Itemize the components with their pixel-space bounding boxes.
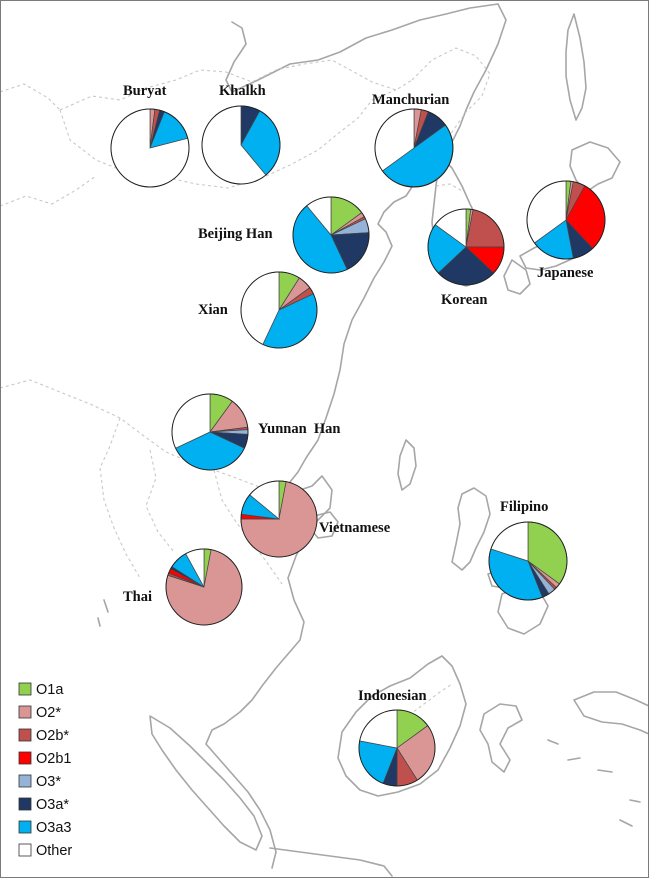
pie-slice-korean-o2b bbox=[465, 209, 505, 248]
legend-label-o3a: O3a* bbox=[36, 797, 69, 813]
legend-swatch-o2b bbox=[18, 728, 32, 742]
islands bbox=[97, 599, 641, 827]
label-japanese: Japanese bbox=[537, 265, 594, 281]
pie-buryat bbox=[110, 108, 190, 188]
legend-label-o3: O3* bbox=[36, 774, 61, 790]
pie-vietnamese bbox=[240, 480, 318, 558]
legend-label-o2: O2* bbox=[36, 705, 61, 721]
pie-outline-korean bbox=[427, 208, 505, 286]
pie-outline-filipino bbox=[488, 521, 568, 601]
pie-indonesian bbox=[358, 709, 436, 787]
label-buryat: Buryat bbox=[123, 83, 167, 99]
kyushu-coast bbox=[503, 259, 531, 295]
label-manchurian: Manchurian bbox=[372, 92, 449, 108]
borneo-border bbox=[391, 683, 453, 717]
pie-japanese bbox=[526, 180, 606, 260]
pie-outline-manchurian bbox=[374, 108, 454, 188]
pie-khalkh bbox=[201, 105, 281, 185]
sulawesi-coast bbox=[479, 703, 523, 773]
pie-outline-yunnan-han bbox=[171, 393, 249, 471]
pie-manchurian bbox=[374, 108, 454, 188]
pie-outline-buryat bbox=[110, 108, 190, 188]
pie-korean bbox=[427, 208, 505, 286]
sumatra-coast bbox=[149, 715, 263, 851]
label-korean: Korean bbox=[441, 292, 487, 308]
new-guinea-coast bbox=[573, 691, 649, 735]
population-labels: Buryat Khalkh Manchurian Beijing Han Kor… bbox=[123, 83, 594, 704]
legend-label-o2b: O2b* bbox=[36, 728, 69, 744]
pie-filipino bbox=[488, 521, 568, 601]
taiwan-coast bbox=[397, 439, 417, 491]
west-china-border bbox=[0, 83, 97, 207]
korea-coast bbox=[431, 155, 493, 287]
label-yunnan-han: Yunnan Han bbox=[258, 421, 341, 437]
korea-border bbox=[435, 183, 465, 193]
pie-outline-indonesian bbox=[358, 709, 436, 787]
legend-label-o1a: O1a bbox=[36, 682, 64, 698]
pie-thai bbox=[165, 548, 243, 626]
pie-beijing-han bbox=[292, 196, 370, 274]
pie-charts bbox=[110, 105, 606, 787]
legend-swatch-other bbox=[18, 843, 32, 857]
label-xian: Xian bbox=[198, 302, 228, 318]
legend-swatch-o3a3 bbox=[18, 820, 32, 834]
south-china-border bbox=[0, 379, 291, 489]
java-coast bbox=[269, 847, 393, 877]
legend-label-o3a3: O3a3 bbox=[36, 820, 71, 836]
hokkaido-coast bbox=[569, 141, 621, 193]
pie-outline-khalkh bbox=[201, 105, 281, 185]
legend-swatch-o1a bbox=[18, 682, 32, 696]
legend: O1a O2* O2b* O2b1 O3* O3a* O3a3 Other bbox=[18, 682, 72, 859]
indochina-border bbox=[99, 417, 283, 585]
label-vietnamese: Vietnamese bbox=[319, 520, 391, 536]
pie-outline-japanese bbox=[526, 180, 606, 260]
borneo-coast bbox=[337, 655, 467, 797]
legend-label-other: Other bbox=[36, 843, 72, 859]
pie-outline-thai bbox=[165, 548, 243, 626]
legend-label-o2b1: O2b1 bbox=[36, 751, 71, 767]
luzon-coast bbox=[451, 487, 491, 571]
legend-swatch-o2 bbox=[18, 705, 32, 719]
label-filipino: Filipino bbox=[500, 499, 548, 515]
pie-slice-indonesian-other bbox=[359, 709, 398, 749]
pie-yunnan-han bbox=[171, 393, 249, 471]
label-indonesian: Indonesian bbox=[358, 688, 427, 704]
legend-swatch-o2b1 bbox=[18, 751, 32, 765]
legend-swatch-o3 bbox=[18, 774, 32, 788]
pie-xian bbox=[240, 271, 318, 349]
sakhalin-coast bbox=[565, 13, 587, 121]
label-beijing-han: Beijing Han bbox=[198, 226, 273, 242]
legend-swatch-o3a bbox=[18, 797, 32, 811]
manchuria-border bbox=[411, 47, 491, 151]
pie-outline-beijing-han bbox=[292, 196, 370, 274]
label-thai: Thai bbox=[123, 589, 152, 605]
pie-outline-vietnamese bbox=[240, 480, 318, 558]
pie-outline-xian bbox=[240, 271, 318, 349]
label-khalkh: Khalkh bbox=[219, 83, 266, 99]
